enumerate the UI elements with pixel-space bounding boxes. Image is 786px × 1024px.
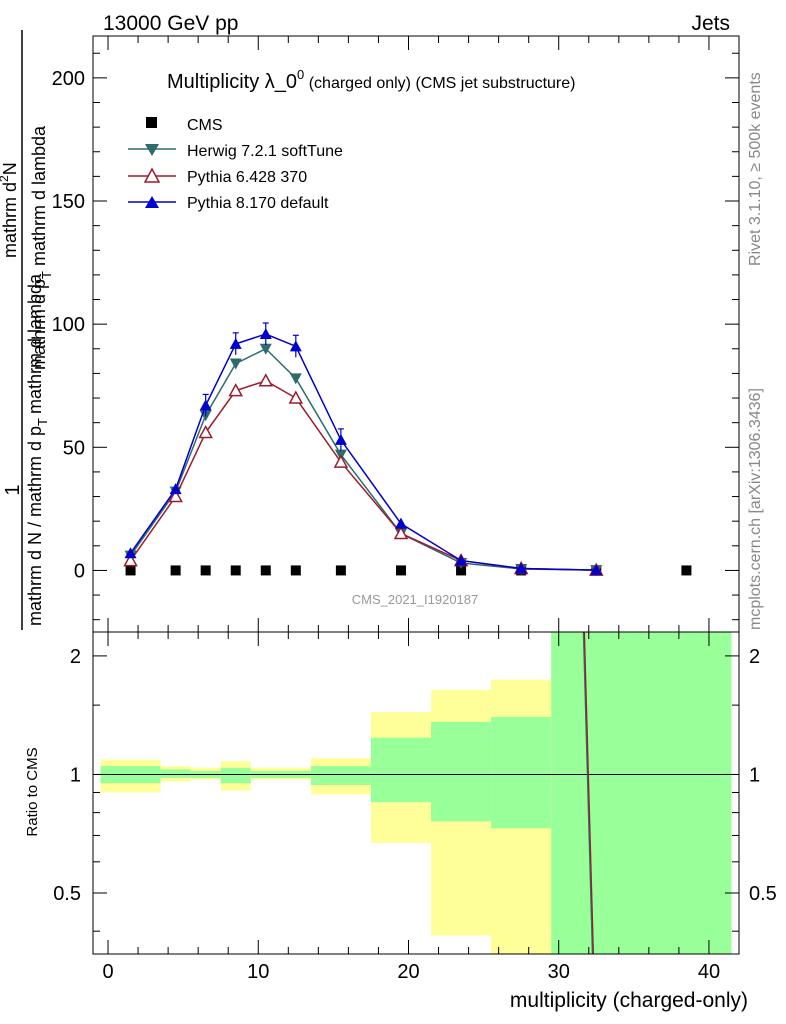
ratio-y-tick-label-right: 1 bbox=[749, 764, 760, 786]
x-tick-label: 40 bbox=[698, 961, 720, 983]
legend-label-pythia8: Pythia 8.170 default bbox=[187, 195, 329, 212]
pythia8-point bbox=[169, 483, 182, 495]
ratio-axes: 0.5 0.51 12 20 10 20 30 40 bbox=[53, 632, 777, 983]
cms-data-point bbox=[200, 565, 211, 576]
header-jets-label: Jets bbox=[691, 12, 730, 35]
herwig-point bbox=[229, 358, 242, 370]
analysis-watermark: CMS_2021_I1920187 bbox=[352, 592, 479, 607]
ylabel-fraction-denominator: mathrm d N / mathrm d pTmathrm d lambda bbox=[25, 273, 50, 626]
x-tick-label: 20 bbox=[397, 961, 419, 983]
ratio-y-tick-label-right: 2 bbox=[749, 646, 760, 668]
y-tick-label: 0 bbox=[74, 560, 85, 582]
xlabel: multiplicity (charged-only) bbox=[510, 989, 748, 1012]
legend-marker-pythia6 bbox=[143, 167, 161, 183]
series-line-3 bbox=[129, 333, 597, 571]
pythia8-point bbox=[590, 564, 603, 576]
cms-data-point bbox=[230, 565, 241, 576]
ylabel-fraction-numerator: 1 bbox=[2, 484, 24, 495]
pythia8-point bbox=[394, 517, 407, 529]
cms-data-point bbox=[456, 565, 467, 576]
ratio-y-tick-label: 2 bbox=[70, 646, 81, 668]
mcplots-source-label: mcplots.cern.ch [arXiv:1306.3436] bbox=[747, 388, 764, 630]
ratio-band-green bbox=[551, 632, 732, 954]
cms-data-point bbox=[681, 565, 692, 576]
x-tick-label: 0 bbox=[102, 961, 113, 983]
chart-title: Multiplicity λ_00 (charged only) (CMS je… bbox=[167, 67, 575, 93]
ratio-pythia-line bbox=[583, 631, 595, 955]
cms-data-point bbox=[260, 565, 271, 576]
pythia6-point bbox=[393, 525, 409, 540]
ratio-panel-frame bbox=[92, 631, 740, 955]
ratio-band-green bbox=[220, 767, 251, 784]
y-tick-label: 150 bbox=[52, 191, 85, 213]
pythia6-point bbox=[258, 373, 274, 387]
ratio-band-green bbox=[160, 769, 191, 778]
ylabel-top-numerator: mathrm d2N bbox=[0, 162, 20, 258]
series-line-1 bbox=[129, 347, 597, 571]
pythia6-point bbox=[288, 390, 304, 404]
cms-data-point bbox=[335, 565, 346, 576]
cms-data-point bbox=[125, 565, 136, 576]
ratio-ylabel: Ratio to CMS bbox=[24, 747, 41, 836]
ratio-bands bbox=[93, 631, 739, 955]
ylabel-top-denominator: mathrm d pT mathrm d lambda bbox=[29, 125, 54, 370]
pythia6-point bbox=[198, 424, 213, 439]
header-energy-label: 13000 GeV pp bbox=[103, 12, 238, 35]
ratio-band-green bbox=[370, 737, 432, 803]
y-tick-label: 100 bbox=[52, 314, 85, 336]
pythia8-point bbox=[124, 547, 137, 559]
cms-data-point bbox=[395, 565, 406, 576]
main-series bbox=[123, 322, 692, 577]
pythia6-point bbox=[333, 454, 349, 468]
herwig-point bbox=[259, 343, 272, 355]
pythia6-point bbox=[123, 553, 138, 567]
x-tick-label: 30 bbox=[548, 961, 570, 983]
x-tick-label: 10 bbox=[247, 961, 269, 983]
pythia6-point bbox=[228, 383, 243, 397]
ratio-band-green bbox=[431, 721, 492, 822]
pythia6-point bbox=[168, 488, 183, 503]
cms-data-point bbox=[170, 565, 181, 576]
herwig-point bbox=[289, 373, 302, 385]
legend-marker-herwig bbox=[145, 144, 159, 156]
ratio-band-green bbox=[310, 766, 371, 786]
legend-label-herwig: Herwig 7.2.1 softTune bbox=[187, 143, 343, 160]
ratio-y-tick-label-right: 0.5 bbox=[749, 883, 777, 905]
pythia8-point bbox=[515, 562, 528, 574]
ratio-y-tick-label: 1 bbox=[70, 764, 81, 786]
legend: CMS Herwig 7.2.1 softTune Pythia 6.428 3… bbox=[128, 117, 343, 212]
main-axes: 0 50 100 150 200 bbox=[52, 36, 740, 632]
legend-label-cms: CMS bbox=[187, 117, 223, 134]
y-tick-label: 200 bbox=[52, 68, 85, 90]
rivet-version-label: Rivet 3.1.10, ≥ 500k events bbox=[747, 72, 764, 266]
ratio-herwig-line bbox=[582, 631, 593, 955]
legend-marker-cms bbox=[146, 117, 157, 128]
cms-data-point bbox=[290, 565, 301, 576]
main-ylabel: 1 mathrm d N / mathrm d pTmathrm d lambd… bbox=[0, 30, 54, 630]
y-tick-label: 50 bbox=[63, 437, 85, 459]
ratio-band-green bbox=[491, 716, 552, 829]
ratio-y-tick-label: 0.5 bbox=[53, 883, 81, 905]
legend-label-pythia6: Pythia 6.428 370 bbox=[187, 169, 307, 186]
pythia8-point bbox=[455, 554, 468, 566]
legend-marker-pythia8 bbox=[145, 196, 159, 208]
